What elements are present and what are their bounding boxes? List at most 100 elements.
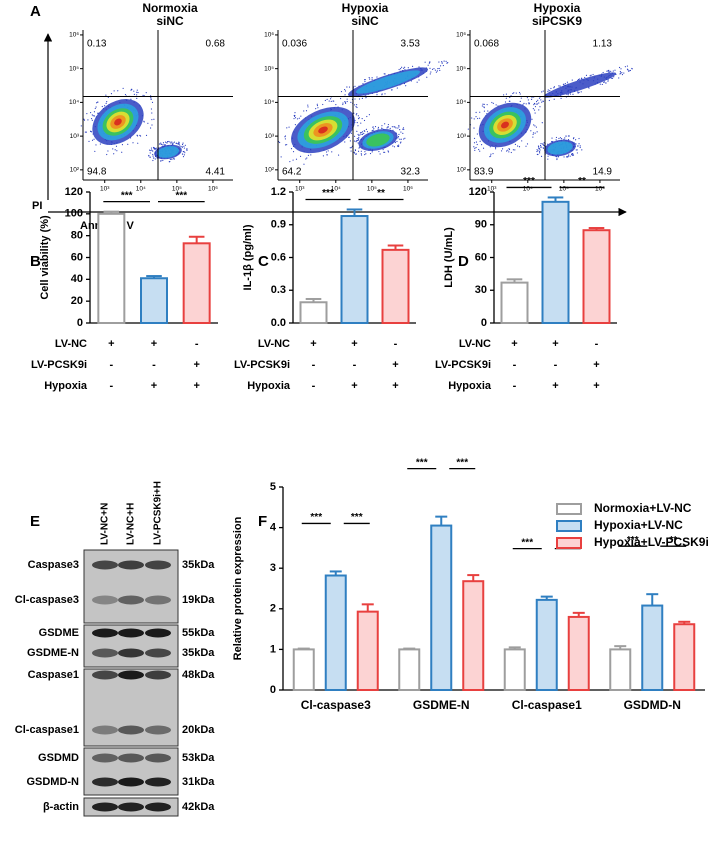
- density-dot: [563, 156, 565, 158]
- density-dot: [504, 101, 507, 103]
- density-dot: [168, 161, 170, 163]
- density-dot: [284, 138, 286, 140]
- row-label: β-actin: [43, 801, 79, 813]
- y-tick-label: 80: [71, 230, 83, 242]
- density-dot: [394, 141, 396, 144]
- density-dot: [150, 96, 152, 98]
- density-dot: [366, 115, 368, 118]
- y-tick-label: 10⁴: [456, 99, 466, 106]
- density-dot: [371, 78, 373, 80]
- y-tick-label: 10⁵: [264, 65, 274, 72]
- density-dot: [399, 142, 402, 144]
- legend-swatch: [556, 537, 582, 549]
- condition-sign: -: [109, 380, 113, 392]
- density-dot: [623, 72, 625, 74]
- density-dot: [364, 151, 366, 153]
- density-dot: [403, 138, 405, 140]
- density-dot: [532, 133, 534, 135]
- condition-sign: -: [513, 380, 517, 392]
- density-dot: [378, 150, 380, 153]
- y-axis-label: PI: [32, 200, 42, 212]
- blot-band: [92, 560, 118, 570]
- density-dot: [475, 146, 477, 149]
- density-dot: [537, 153, 539, 156]
- legend-swatch: [556, 520, 582, 532]
- y-tick-label: 0.6: [271, 251, 286, 263]
- density-dot: [605, 82, 607, 84]
- density-dot: [368, 114, 370, 116]
- density-dot: [358, 117, 360, 119]
- blot-band: [145, 670, 171, 680]
- blot-band: [92, 648, 118, 658]
- density-dot: [152, 155, 154, 157]
- density-dot: [288, 126, 290, 128]
- density-dot: [330, 98, 332, 100]
- density-dot: [398, 145, 400, 148]
- row-label: GSDME-N: [27, 647, 79, 659]
- condition-sign: +: [552, 380, 558, 392]
- density-dot: [435, 71, 437, 73]
- y-tick-label: 10²: [70, 167, 80, 174]
- density-dot: [328, 100, 330, 102]
- density-dot: [481, 105, 483, 107]
- density-dot: [533, 103, 536, 105]
- density-dot: [344, 90, 347, 92]
- density-dot: [379, 153, 381, 155]
- row-label: GSDME: [39, 627, 79, 639]
- y-axis-label: Cell viability (%): [39, 215, 51, 300]
- density-dot: [332, 100, 334, 102]
- density-dot: [572, 153, 574, 155]
- condition-sign: +: [310, 338, 316, 350]
- density-dot: [346, 86, 348, 88]
- density-dot: [556, 157, 558, 159]
- y-tick-label: 0.3: [271, 284, 286, 296]
- density-dot: [299, 155, 302, 157]
- density-dot: [316, 104, 319, 107]
- density-dot: [439, 65, 442, 67]
- x-tick-label: 10⁵: [367, 186, 377, 193]
- density-dot: [365, 153, 367, 155]
- condition-sign: +: [151, 338, 157, 350]
- density-dot: [171, 141, 173, 143]
- density-dot: [535, 103, 537, 105]
- density-dot: [151, 118, 153, 121]
- y-tick-label: 90: [475, 219, 487, 231]
- density-dot: [148, 155, 150, 157]
- density-dot: [151, 124, 153, 126]
- condition-sign: +: [511, 338, 517, 350]
- density-dot: [397, 136, 400, 138]
- density-dot: [317, 107, 319, 109]
- density-dot: [114, 149, 116, 151]
- density-dot: [354, 98, 356, 100]
- x-tick-label: 10⁶: [595, 186, 605, 193]
- density-dot: [536, 131, 538, 133]
- density-dot: [533, 124, 535, 126]
- density-dot: [523, 102, 525, 105]
- density-cloud: [156, 146, 180, 158]
- density-dot: [427, 64, 429, 66]
- blot-band: [92, 753, 118, 763]
- density-dot: [290, 148, 293, 150]
- density-dot: [361, 117, 363, 120]
- density-dot: [473, 142, 476, 144]
- condition-label: Hypoxia: [44, 380, 88, 392]
- x-tick-label: GSDMD-N: [624, 698, 681, 712]
- bar: [462, 580, 485, 692]
- density-dot: [430, 71, 432, 73]
- density-dot: [339, 97, 342, 100]
- density-dot: [577, 92, 579, 94]
- y-tick-label: 10²: [457, 167, 467, 174]
- density-dot: [514, 149, 516, 151]
- condition-sign: +: [151, 380, 157, 392]
- density-dot: [559, 85, 561, 87]
- size-label: 53kDa: [182, 752, 215, 764]
- density-dot: [307, 104, 309, 106]
- condition-sign: +: [593, 380, 599, 392]
- density-dot: [358, 138, 360, 140]
- significance-label: **: [669, 535, 677, 546]
- density-dot: [175, 142, 177, 144]
- density-dot: [402, 127, 405, 129]
- density-dot: [357, 117, 360, 120]
- blot-band: [118, 777, 144, 787]
- density-dot: [416, 81, 418, 83]
